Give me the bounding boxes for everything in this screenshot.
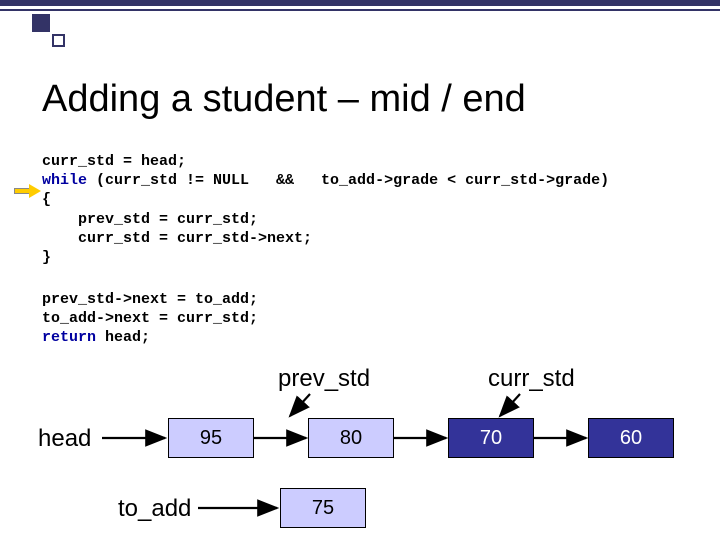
label-head: head [38, 425, 91, 453]
decorative-top-bar [0, 0, 720, 30]
list-node-70: 70 [448, 418, 534, 458]
code-line: { [42, 191, 51, 208]
list-node-95: 95 [168, 418, 254, 458]
list-node-60: 60 [588, 418, 674, 458]
keyword-while: while [42, 172, 87, 189]
decorative-square-outline [52, 34, 65, 47]
code-line: prev_std = curr_std; [42, 211, 258, 228]
execution-pointer-arrow [14, 184, 42, 198]
code-line: (curr_std != NULL && to_add->grade < cur… [87, 172, 609, 189]
code-line: curr_std = head; [42, 153, 186, 170]
list-node-75: 75 [280, 488, 366, 528]
label-prev-std: prev_std [278, 365, 370, 393]
code-line: prev_std->next = to_add; [42, 291, 258, 308]
label-to-add: to_add [118, 495, 191, 523]
code-line: head; [96, 329, 150, 346]
code-block-while-loop: curr_std = head; while (curr_std != NULL… [42, 152, 609, 267]
list-node-80: 80 [308, 418, 394, 458]
label-curr-std: curr_std [488, 365, 575, 393]
code-line: to_add->next = curr_std; [42, 310, 258, 327]
code-line: } [42, 249, 51, 266]
slide-title: Adding a student – mid / end [42, 78, 526, 121]
keyword-return: return [42, 329, 96, 346]
code-line: curr_std = curr_std->next; [42, 230, 312, 247]
code-block-insertion: prev_std->next = to_add; to_add->next = … [42, 290, 258, 348]
decorative-square-filled [32, 14, 50, 32]
